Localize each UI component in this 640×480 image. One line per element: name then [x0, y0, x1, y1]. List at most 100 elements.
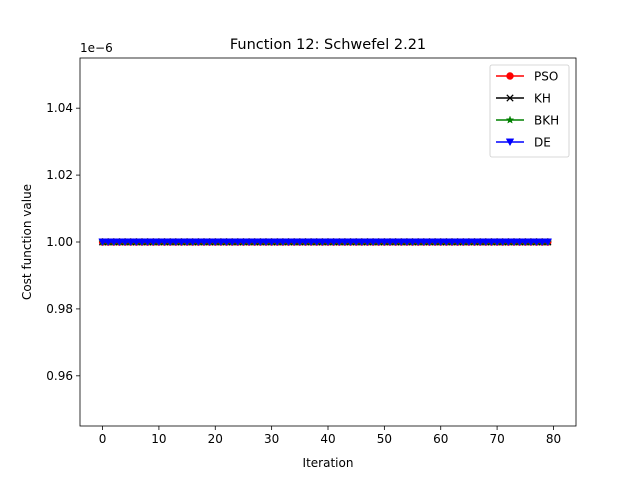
- data-point: [419, 238, 429, 247]
- y-tick-label: 0.96: [46, 369, 73, 383]
- data-point: [447, 238, 457, 247]
- legend-marker: [506, 72, 514, 80]
- data-point: [295, 238, 305, 247]
- data-point: [357, 238, 367, 247]
- data-point: [256, 238, 265, 247]
- data-point: [537, 238, 547, 247]
- data-point: [126, 238, 135, 247]
- data-point: [492, 238, 502, 247]
- data-point: [436, 238, 445, 247]
- data-point: [98, 238, 107, 247]
- data-point: [109, 238, 119, 247]
- data-point: [543, 238, 553, 247]
- data-point: [329, 238, 338, 247]
- data-point: [261, 238, 271, 247]
- x-tick-label: 40: [320, 432, 335, 446]
- data-point: [244, 238, 254, 247]
- data-point: [368, 238, 378, 247]
- data-point: [216, 238, 226, 247]
- legend-entry-de: DE: [496, 136, 551, 150]
- data-point: [351, 238, 361, 247]
- data-point: [306, 238, 316, 247]
- legend-entry-pso: PSO: [496, 70, 558, 84]
- legend-label: PSO: [534, 70, 558, 84]
- data-point: [442, 238, 451, 247]
- data-point: [453, 238, 462, 247]
- data-point: [391, 238, 400, 247]
- data-point: [301, 238, 310, 247]
- y-tick-label: 0.98: [46, 302, 73, 316]
- x-tick-label: 80: [546, 432, 561, 446]
- data-point: [498, 238, 507, 247]
- data-point: [323, 238, 333, 247]
- y-tick-label: 1.00: [46, 235, 73, 249]
- x-tick-label: 70: [489, 432, 504, 446]
- x-tick-label: 0: [99, 432, 107, 446]
- data-point: [120, 238, 130, 247]
- data-point: [515, 238, 524, 247]
- data-point: [346, 238, 355, 247]
- data-point: [132, 238, 141, 247]
- data-point: [397, 238, 406, 247]
- data-point: [526, 238, 536, 247]
- legend-label: BKH: [534, 114, 559, 128]
- data-point: [205, 238, 214, 247]
- data-point: [380, 238, 389, 247]
- data-point: [222, 238, 231, 247]
- data-point: [160, 238, 169, 247]
- data-point: [408, 238, 417, 247]
- data-point: [425, 238, 434, 247]
- legend-label: DE: [534, 136, 551, 150]
- data-point: [487, 238, 496, 247]
- data-point: [504, 238, 513, 247]
- data-point: [340, 238, 350, 247]
- data-point: [199, 238, 209, 247]
- data-point: [182, 238, 192, 247]
- chart-title: Function 12: Schwefel 2.21: [230, 37, 426, 53]
- legend-marker: [505, 115, 515, 124]
- data-point: [385, 238, 395, 247]
- x-axis-label: Iteration: [303, 456, 354, 470]
- legend-entry-kh: KH: [496, 92, 551, 106]
- x-tick-label: 20: [208, 432, 223, 446]
- data-point: [137, 238, 147, 247]
- data-point: [318, 238, 327, 247]
- data-point: [267, 238, 276, 247]
- legend-label: KH: [534, 92, 551, 106]
- data-point: [165, 238, 175, 247]
- legend-box: [489, 64, 570, 158]
- data-point: [521, 238, 530, 247]
- data-point: [459, 238, 468, 247]
- data-point: [211, 238, 220, 247]
- data-point: [103, 238, 113, 247]
- y-tick-label: 1.04: [46, 101, 73, 115]
- data-point: [194, 238, 203, 247]
- data-point: [413, 238, 423, 247]
- data-point: [402, 238, 412, 247]
- data-point: [374, 238, 383, 247]
- legend: PSO KH BKH DE: [489, 64, 570, 158]
- data-point: [171, 238, 181, 247]
- data-point: [227, 238, 237, 247]
- x-tick-label: 30: [264, 432, 279, 446]
- series-de: [98, 238, 553, 247]
- legend-marker: [506, 94, 514, 102]
- data-point: [509, 238, 519, 247]
- data-point: [149, 238, 158, 247]
- data-point: [188, 238, 197, 247]
- data-point: [481, 238, 491, 247]
- data-point: [154, 238, 164, 247]
- data-point: [233, 238, 243, 247]
- data-point: [312, 238, 321, 247]
- data-point: [430, 238, 440, 247]
- x-tick-label: 10: [151, 432, 166, 446]
- data-point: [470, 238, 479, 247]
- data-point: [177, 238, 186, 247]
- data-point: [532, 238, 541, 247]
- data-point: [284, 238, 293, 247]
- data-point: [115, 238, 124, 247]
- data-point: [363, 238, 372, 247]
- legend-entry-bkh: BKH: [496, 114, 559, 128]
- x-tick-label: 60: [433, 432, 448, 446]
